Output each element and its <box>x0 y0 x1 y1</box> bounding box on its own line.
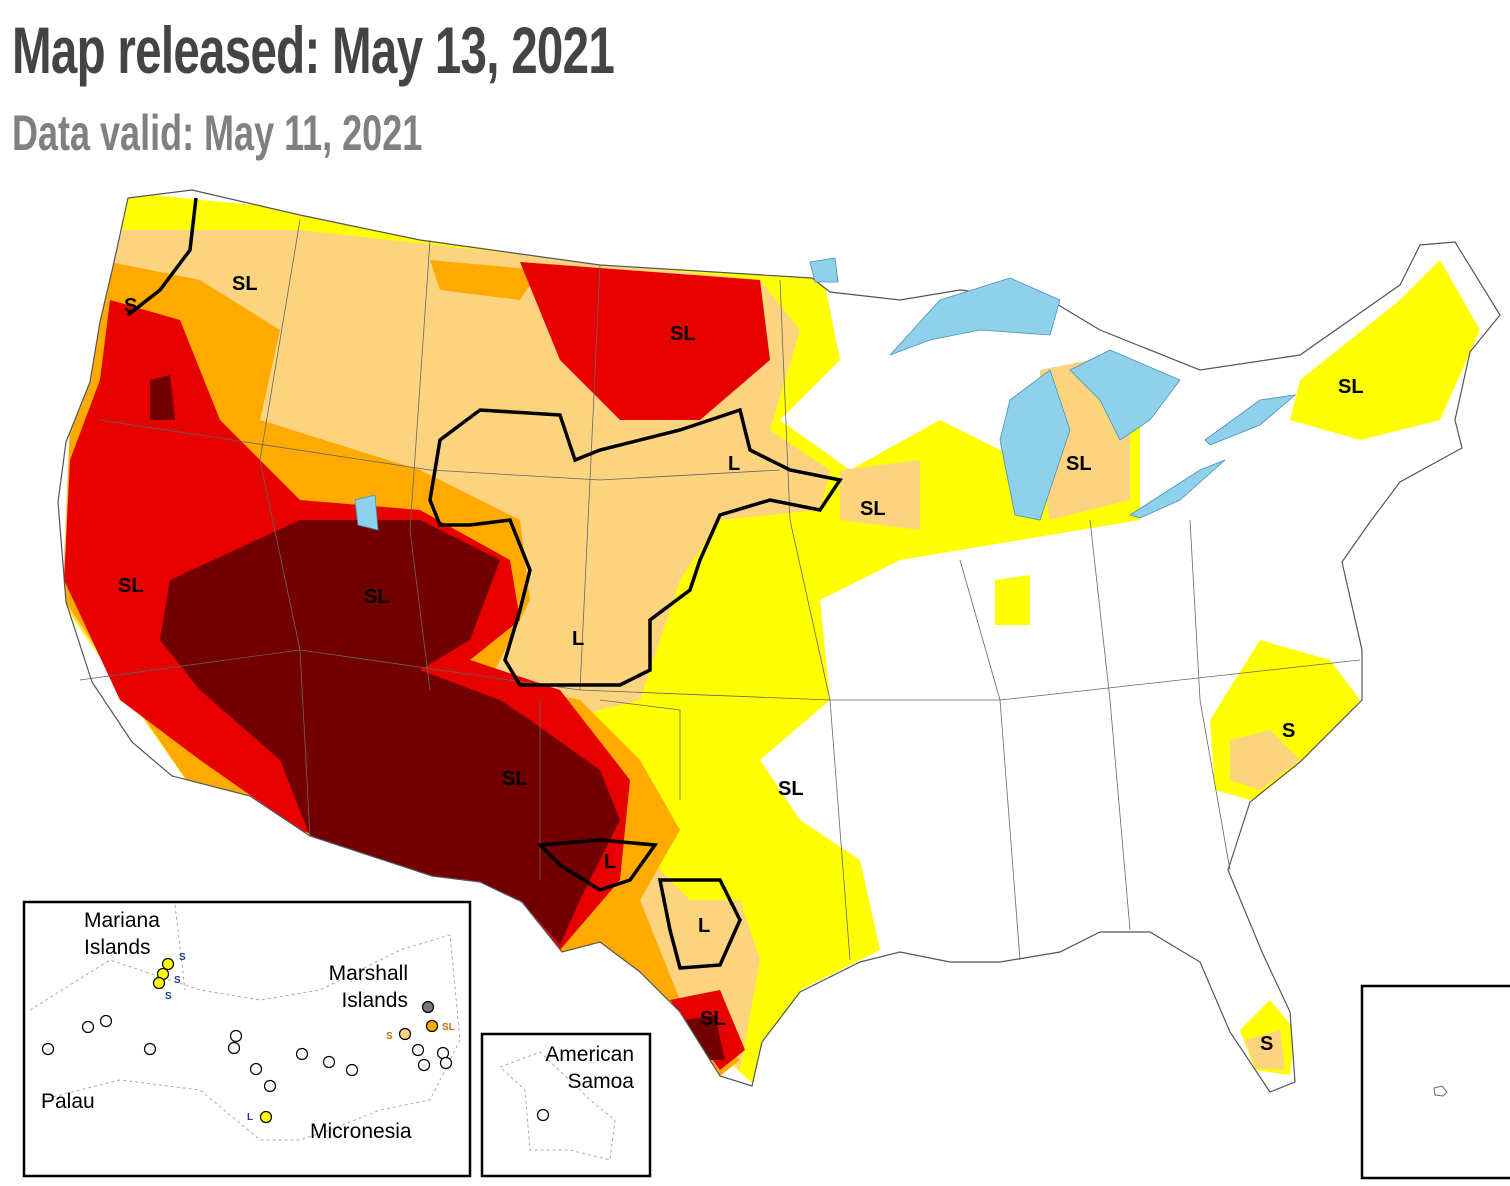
impact-label: S <box>1260 1033 1273 1055</box>
impact-label: SL <box>700 1008 726 1030</box>
impact-label: SL <box>1066 453 1092 475</box>
impact-label: SL <box>118 575 144 597</box>
impact-label: SL <box>1338 376 1364 398</box>
drought-d2-montana <box>430 260 540 300</box>
drought-d0-northeast <box>1290 260 1480 440</box>
drought-d1-nc <box>1230 730 1300 790</box>
great-lakes <box>354 257 1297 531</box>
marker-label: S <box>165 991 172 1002</box>
impact-label: SL <box>232 273 258 295</box>
inset-label-american-samoa: American Samoa <box>545 1043 634 1093</box>
inset-label-mariana: Mariana Islands <box>84 909 160 959</box>
drought-d4-south-texas <box>685 1015 725 1060</box>
impact-label: L <box>572 628 584 650</box>
impact-label: S <box>124 295 137 317</box>
impact-boundaries <box>126 197 843 970</box>
inset-label-marshall: Marshall Islands <box>328 962 408 1012</box>
drought-d0-indiana <box>995 575 1030 625</box>
impact-label: L <box>728 453 740 475</box>
drought-d4-oregon <box>150 375 175 420</box>
us-outline <box>57 189 1501 1093</box>
impact-label: SL <box>860 498 886 520</box>
impact-label: SL <box>670 323 696 345</box>
impact-label: SL <box>364 586 390 608</box>
marker-label: L <box>247 1112 253 1123</box>
drought-d1-fl <box>1245 1030 1285 1070</box>
impact-label: S <box>1282 720 1295 742</box>
impact-label: SL <box>778 778 804 800</box>
marker-label: S <box>174 975 181 986</box>
impact-label: SL <box>502 768 528 790</box>
marker-label: S <box>386 1031 393 1042</box>
impact-labels: S SL SL SL SL SL L SL L SL SL S SL L L S… <box>118 273 1364 1055</box>
inset-label-palau: Palau <box>41 1090 95 1113</box>
map-release-title: Map released: May 13, 2021 <box>12 13 615 87</box>
island-inset-right <box>1360 984 1510 1180</box>
impact-label: L <box>698 915 710 937</box>
state-boundaries <box>79 219 1361 961</box>
impact-label: L <box>604 851 616 873</box>
marker-label: SL <box>442 1022 455 1033</box>
american-samoa-inset <box>480 1032 652 1178</box>
drought-d4-southwest <box>160 520 620 945</box>
marker-label: S <box>179 952 186 963</box>
pacific-islands-inset: Palau Micronesia S S S S SL L <box>22 900 472 1178</box>
data-valid-subtitle: Data valid: May 11, 2021 <box>12 105 423 161</box>
inset-label-micronesia: Micronesia <box>310 1120 412 1143</box>
drought-d1-iowa <box>840 460 920 530</box>
drought-d3-northern-plains <box>520 262 770 420</box>
